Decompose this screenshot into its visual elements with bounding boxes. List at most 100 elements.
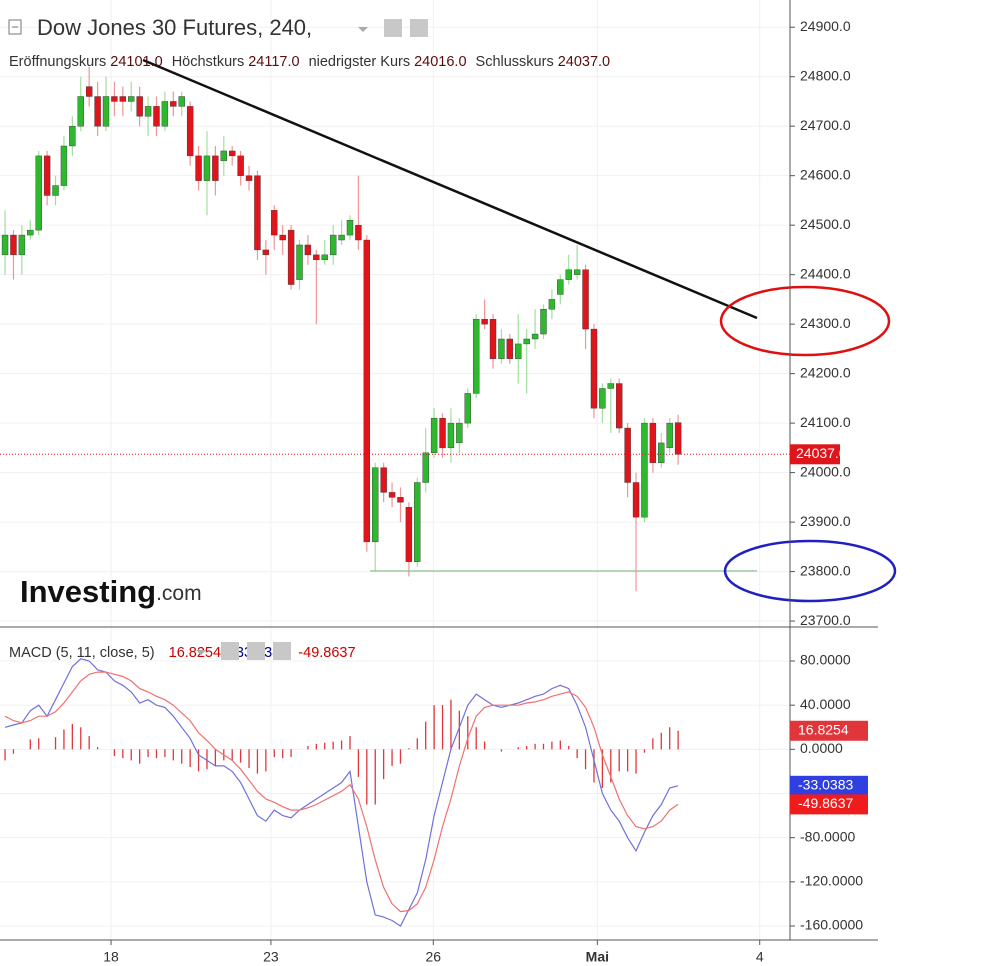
settings-icon[interactable] bbox=[410, 19, 428, 37]
ohlc-value: 24101.0 bbox=[110, 54, 162, 70]
candle-body bbox=[388, 492, 396, 498]
watermark-brand: Investing bbox=[20, 574, 156, 609]
value-tag bbox=[790, 720, 868, 741]
candle-body bbox=[565, 269, 572, 280]
candle-body bbox=[616, 383, 623, 429]
close-icon[interactable] bbox=[273, 642, 291, 660]
y-tick-label: 23800.0 bbox=[800, 562, 851, 578]
eye-icon[interactable] bbox=[384, 19, 402, 37]
y-tick-label: 24400.0 bbox=[800, 265, 851, 281]
candle-body bbox=[153, 106, 160, 127]
x-tick-label: 23 bbox=[263, 949, 279, 965]
collapse-icon[interactable] bbox=[8, 19, 22, 35]
dropdown-icon[interactable] bbox=[358, 27, 368, 32]
y-tick-label: -160.0000 bbox=[800, 917, 863, 933]
candle-body bbox=[186, 106, 194, 157]
candle-body bbox=[102, 96, 110, 127]
candle-body bbox=[321, 254, 328, 261]
candle-body bbox=[632, 482, 640, 518]
candle-body bbox=[254, 175, 261, 251]
candle-body bbox=[397, 497, 404, 503]
value-tag-label: -33.0383 bbox=[798, 777, 853, 793]
y-tick-label: 24900.0 bbox=[800, 18, 851, 34]
candle-body bbox=[77, 96, 84, 127]
candle-body bbox=[430, 417, 438, 454]
candle-body bbox=[111, 96, 118, 102]
candle-body bbox=[372, 467, 379, 543]
x-tick-label: 4 bbox=[756, 949, 764, 965]
value-tag bbox=[790, 794, 868, 815]
candle-body bbox=[658, 442, 665, 463]
candle-body bbox=[245, 175, 253, 181]
y-tick-label: 24000.0 bbox=[800, 463, 851, 479]
candle-body bbox=[287, 229, 295, 285]
candle-body bbox=[363, 239, 371, 543]
candle-body bbox=[35, 155, 42, 231]
candle-body bbox=[523, 338, 530, 345]
chart-title: Dow Jones 30 Futures, 240, bbox=[37, 15, 312, 40]
last-price-label: 24037.0 bbox=[796, 445, 847, 461]
y-tick-label: 0.0000 bbox=[800, 740, 843, 756]
ohlc-value: 24016.0 bbox=[414, 54, 466, 70]
y-tick-label: 24600.0 bbox=[800, 166, 851, 182]
y-tick-label: 24500.0 bbox=[800, 216, 851, 232]
candle-body bbox=[456, 422, 463, 444]
y-tick-label: 23900.0 bbox=[800, 513, 851, 529]
candle-body bbox=[220, 150, 227, 162]
candle-body bbox=[128, 96, 135, 102]
indicator-line bbox=[4, 671, 679, 913]
x-tick-label: 18 bbox=[103, 949, 119, 965]
candle-body bbox=[27, 229, 34, 236]
candle-body bbox=[481, 318, 488, 325]
x-tick-label: Mai bbox=[586, 949, 609, 965]
candle-body bbox=[346, 220, 354, 236]
candle-body bbox=[548, 299, 556, 310]
candle-body bbox=[674, 422, 682, 455]
candle-body bbox=[414, 482, 421, 562]
candle-body bbox=[178, 96, 185, 107]
macd-legend: MACD (5, 11, close, 5) 16.8254-33.0383-4… bbox=[9, 645, 356, 661]
settings-icon[interactable] bbox=[247, 642, 265, 660]
candle-body bbox=[119, 96, 127, 102]
candle-body bbox=[531, 333, 539, 340]
macd-value: 16.8254 bbox=[169, 645, 221, 661]
candle-body bbox=[203, 155, 211, 181]
eye-icon[interactable] bbox=[221, 642, 239, 660]
candle-body bbox=[161, 101, 169, 127]
y-tick-label: -80.0000 bbox=[800, 828, 855, 844]
candle-body bbox=[599, 388, 606, 409]
y-tick-label: 80.0000 bbox=[800, 652, 851, 668]
candle-body bbox=[641, 422, 648, 518]
candle-body bbox=[60, 145, 68, 186]
last-price-tag bbox=[790, 444, 840, 465]
candle-body bbox=[380, 467, 387, 493]
ohlc-value: 24037.0 bbox=[558, 54, 610, 70]
value-tag-label: 16.8254 bbox=[798, 721, 849, 737]
candle-body bbox=[69, 125, 76, 147]
candle-body bbox=[422, 452, 429, 483]
candle-body bbox=[85, 86, 93, 97]
x-tick-label: 26 bbox=[425, 949, 441, 965]
grid bbox=[0, 0, 790, 940]
marks bbox=[0, 66, 790, 927]
candle-body bbox=[540, 309, 547, 335]
highlight-ellipse bbox=[723, 539, 897, 603]
y-tick-label: 24800.0 bbox=[800, 67, 851, 83]
ohlc-value: 24117.0 bbox=[248, 54, 299, 70]
candle-body bbox=[515, 343, 522, 359]
candle-body bbox=[1, 234, 9, 256]
y-tick-label: -120.0000 bbox=[800, 873, 863, 889]
candle-body bbox=[18, 234, 26, 256]
candle-body bbox=[489, 318, 497, 359]
candle-body bbox=[262, 249, 270, 256]
candle-body bbox=[329, 234, 337, 256]
candle-body bbox=[229, 150, 236, 157]
candle-body bbox=[52, 185, 59, 196]
y-tick-label: 24200.0 bbox=[800, 364, 851, 380]
candle-body bbox=[582, 269, 589, 330]
watermark: Investing.com bbox=[20, 574, 202, 609]
dropdown-icon[interactable] bbox=[196, 650, 206, 655]
candle-body bbox=[296, 244, 303, 280]
candle-body bbox=[170, 101, 177, 107]
y-tick-label: 24700.0 bbox=[800, 117, 851, 133]
